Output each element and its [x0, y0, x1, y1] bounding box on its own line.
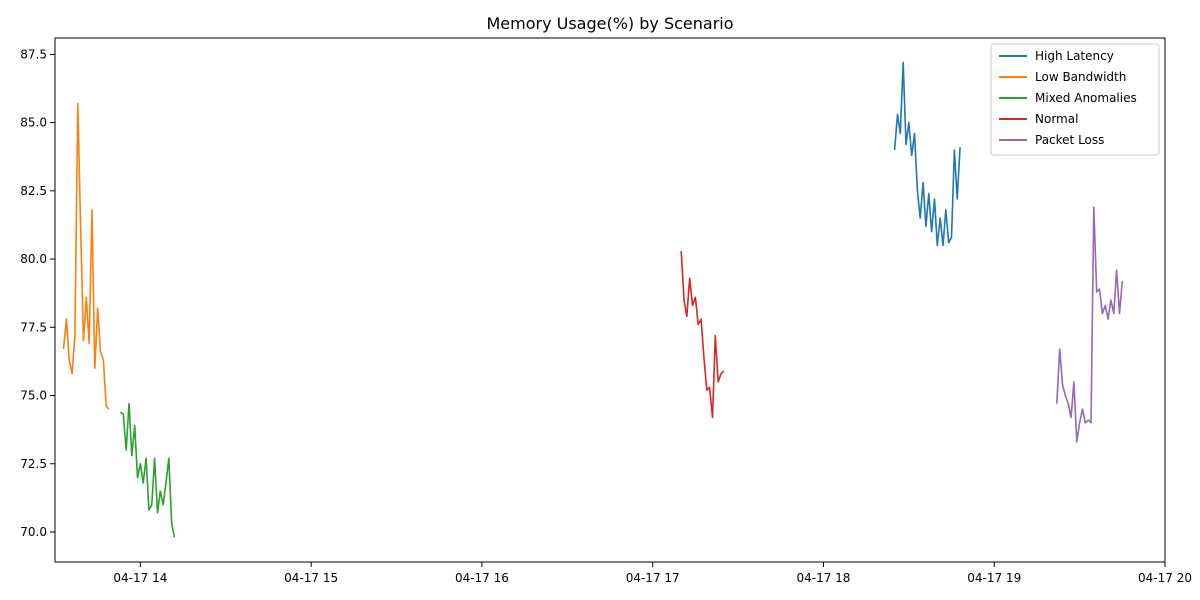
x-tick-label: 04-17 19	[967, 571, 1021, 585]
y-tick-label: 80.0	[20, 252, 47, 266]
y-tick-label: 82.5	[20, 184, 47, 198]
y-tick-label: 87.5	[20, 47, 47, 61]
y-tick-label: 72.5	[20, 457, 47, 471]
x-axis: 04-17 14 04-17 15 04-17 16 04-17 17 04-17 18…	[113, 562, 1192, 585]
y-axis: 70.0 72.5 75.0 77.5 80.0 82.5 85.0 87.5	[20, 47, 55, 539]
legend-box	[990, 43, 1160, 156]
plot-frame	[54, 37, 1166, 563]
x-tick-label: 04-17 17	[626, 571, 680, 585]
series-line-mixed-anomalies	[119, 402, 176, 538]
series-line-packet-loss	[1056, 206, 1124, 443]
legend-label: High Latency	[1035, 49, 1114, 63]
x-tick-label: 04-17 18	[796, 571, 850, 585]
legend-label: Mixed Anomalies	[1035, 91, 1137, 105]
plot-area	[54, 37, 1166, 563]
legend: High Latency Low Bandwidth Mixed Anomalies…	[990, 43, 1160, 156]
legend-label: Normal	[1035, 112, 1078, 126]
series-line-high-latency	[893, 61, 961, 247]
legend-label: Packet Loss	[1035, 133, 1104, 147]
x-tick-label: 04-17 20	[1138, 571, 1192, 585]
series-line-low-bandwidth	[62, 102, 110, 410]
y-tick-label: 75.0	[20, 389, 47, 403]
y-tick-label: 70.0	[20, 525, 47, 539]
y-tick-label: 85.0	[20, 116, 47, 130]
series-line-normal	[680, 250, 725, 419]
x-tick-label: 04-17 15	[284, 571, 338, 585]
y-tick-label: 77.5	[20, 320, 47, 334]
series-layer	[62, 61, 1124, 538]
x-tick-label: 04-17 14	[113, 571, 167, 585]
x-tick-label: 04-17 16	[455, 571, 509, 585]
chart-title: Memory Usage(%) by Scenario	[486, 14, 733, 33]
legend-label: Low Bandwidth	[1035, 70, 1126, 84]
